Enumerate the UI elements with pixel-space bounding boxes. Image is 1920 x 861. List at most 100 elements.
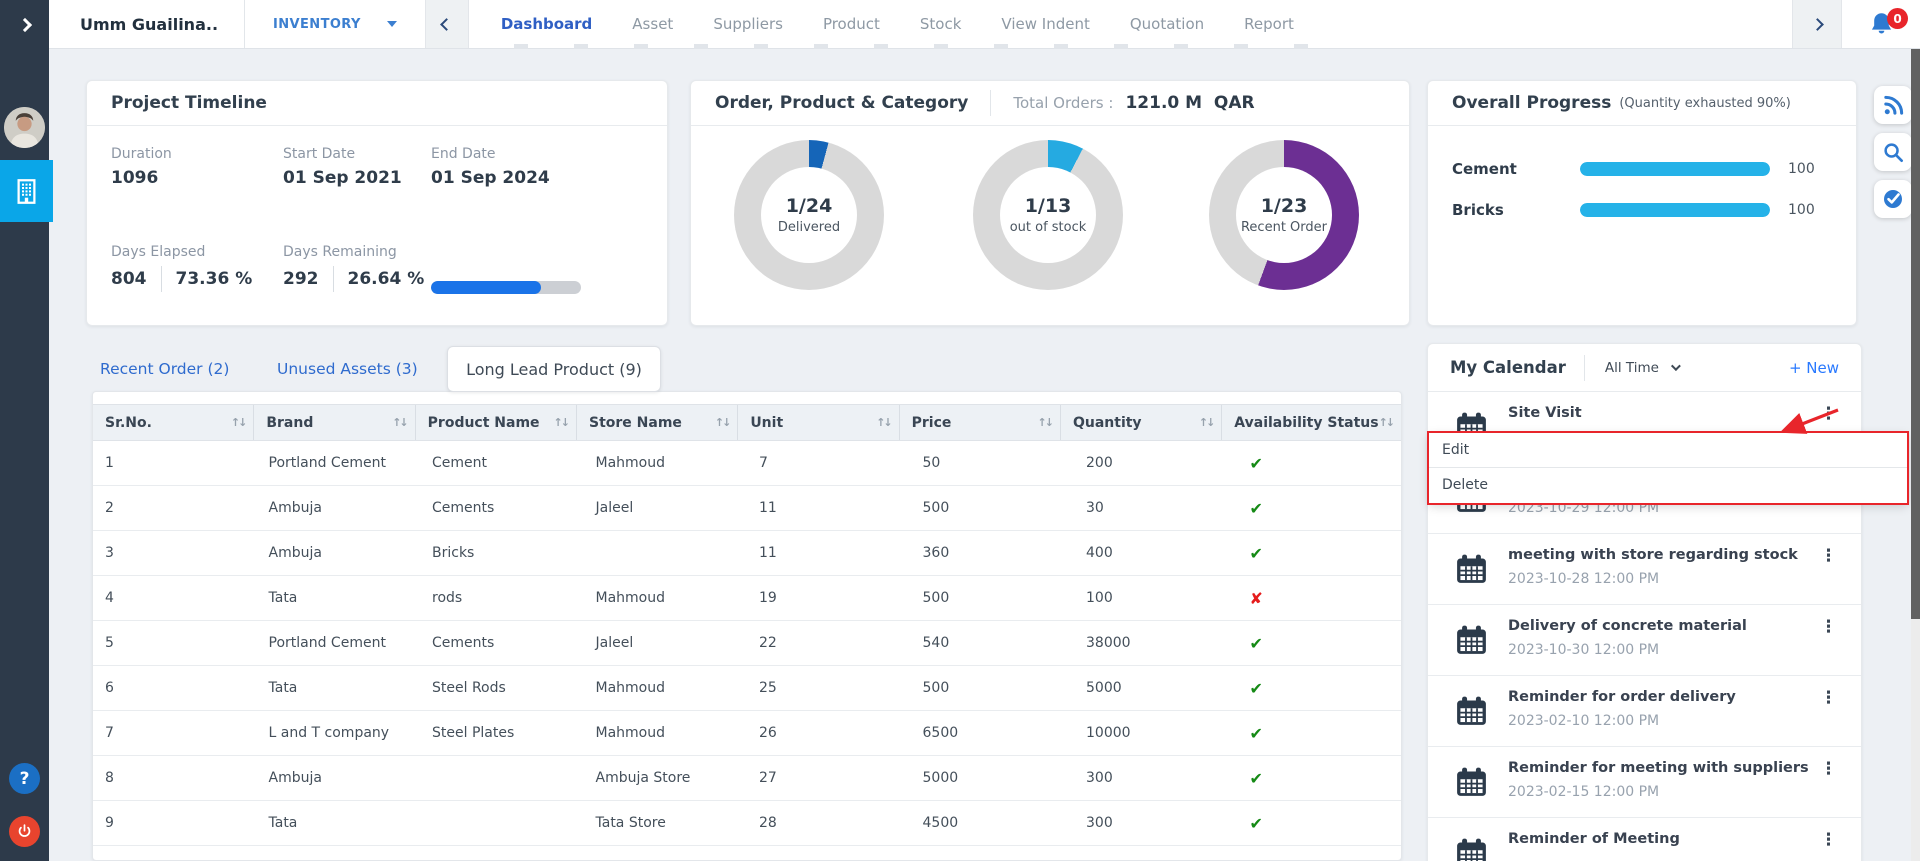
column-header-sr-no-[interactable]: Sr.No. ↑↓ (93, 405, 255, 440)
nav-item-stock[interactable]: Stock (919, 15, 962, 33)
cell-availability: ✔ (1238, 801, 1402, 845)
sidebar-item-inventory-module[interactable] (0, 160, 53, 222)
column-header-price[interactable]: Price ↑↓ (900, 405, 1061, 440)
sort-icon[interactable]: ↑↓ (1037, 416, 1055, 429)
sort-icon[interactable]: ↑↓ (714, 416, 732, 429)
table-row[interactable]: 1 Portland Cement Cement Mahmoud 7 50 200 ✔ (93, 441, 1401, 486)
cell-brand: Portland Cement (268, 635, 386, 651)
column-header-quantity[interactable]: Quantity ↑↓ (1061, 405, 1223, 440)
avatar[interactable] (4, 107, 45, 148)
event-kebab-menu[interactable]: ⋮ (1820, 688, 1837, 708)
module-dropdown[interactable]: INVENTORY (245, 0, 425, 48)
event-kebab-menu[interactable]: ⋮ (1820, 617, 1837, 637)
quick-actions (1874, 86, 1912, 218)
card-header: Overall Progress (Quantity exhausted 90%… (1428, 81, 1856, 126)
cell-price: 360 (922, 545, 950, 561)
column-header-unit[interactable]: Unit ↑↓ (738, 405, 900, 440)
cell-sr: 2 (105, 500, 114, 516)
feeds-button[interactable] (1874, 86, 1912, 124)
cell-brand: Tata (268, 590, 298, 606)
field-percent: 26.64 % (347, 269, 425, 289)
table-row[interactable]: 5 Portland Cement Cements Jaleel 22 540 38000 ✔ (93, 621, 1401, 666)
chevron-right-icon (1810, 17, 1824, 31)
column-label: Price (911, 414, 952, 431)
table-row[interactable]: 2 Ambuja Cements Jaleel 11 500 30 ✔ (93, 486, 1401, 531)
table-row[interactable]: 9 Tata Tata Store 28 4500 300 ✔ (93, 801, 1401, 846)
sort-icon[interactable]: ↑↓ (1198, 416, 1216, 429)
context-menu-item-edit[interactable]: Edit (1429, 433, 1907, 468)
cell-store: Mahmoud (595, 680, 666, 696)
help-button[interactable]: ? (9, 763, 40, 794)
table-row[interactable]: 6 Tata Steel Rods Mahmoud 25 500 5000 ✔ (93, 666, 1401, 711)
nav-item-suppliers[interactable]: Suppliers (713, 15, 783, 33)
tab-long-lead-product[interactable]: Long Lead Product (9) (447, 346, 661, 392)
nav-item-asset[interactable]: Asset (632, 15, 674, 33)
tab-unused-assets[interactable]: Unused Assets (3) (277, 360, 418, 378)
question-icon: ? (19, 768, 30, 789)
sort-icon[interactable]: ↑↓ (876, 416, 893, 429)
sort-icon[interactable]: ↑↓ (230, 416, 248, 429)
nav-forward-button[interactable] (1792, 0, 1842, 48)
tab-recent-order[interactable]: Recent Order (2) (100, 360, 230, 378)
column-header-store-name[interactable]: Store Name ↑↓ (577, 405, 739, 440)
notifications-button[interactable]: 0 (1842, 0, 1920, 48)
event-date: 2023-02-15 12:00 PM (1508, 784, 1660, 800)
cell-price: 5000 (922, 770, 959, 786)
project-name[interactable]: Umm Guailina.. (80, 14, 219, 34)
top-header: Umm Guailina.. INVENTORY Dashboard Asset S… (49, 0, 1920, 49)
progress-fill (1580, 162, 1770, 176)
nav-item-quotation[interactable]: Quotation (1129, 15, 1205, 33)
table-row[interactable]: 7 L and T company Steel Plates Mahmoud 26 650… (93, 711, 1401, 756)
cell-unit: 28 (759, 815, 777, 831)
nav-item-dashboard[interactable]: Dashboard (500, 15, 593, 33)
donut-label: out of stock (1009, 220, 1087, 235)
nav-item-report[interactable]: Report (1244, 15, 1294, 33)
event-kebab-menu[interactable]: ⋮ (1820, 759, 1837, 779)
cell-store: Mahmoud (595, 725, 666, 741)
new-event-button[interactable]: + New (1788, 358, 1839, 377)
subtab-stub (694, 44, 708, 49)
cell-brand: Ambuja (268, 545, 322, 561)
table-row[interactable]: 4 Tata rods Mahmoud 19 500 100 ✘ (93, 576, 1401, 621)
column-header-product-name[interactable]: Product Name ↑↓ (416, 405, 577, 440)
page-scrollbar-thumb[interactable] (1911, 49, 1920, 619)
event-kebab-menu[interactable]: ⋮ (1820, 546, 1837, 566)
sort-icon[interactable]: ↑↓ (553, 416, 571, 429)
calendar-filter-dropdown[interactable]: All Time (1605, 360, 1681, 376)
event-kebab-menu[interactable]: ⋮ (1820, 830, 1837, 850)
nav-item-product[interactable]: Product (822, 15, 880, 33)
table-row[interactable]: 3 Ambuja Bricks 11 360 400 ✔ (93, 531, 1401, 576)
cell-unit: 19 (759, 590, 777, 606)
cell-product: Bricks (432, 545, 475, 561)
cell-sr: 4 (105, 590, 114, 606)
cell-product: Steel Plates (432, 725, 515, 741)
duration-field: Duration 1096 (111, 146, 172, 188)
page-scrollbar[interactable] (1911, 49, 1920, 861)
progress-track (1580, 162, 1770, 176)
total-orders: Total Orders : 121.0 M QAR (990, 90, 1255, 116)
nav-back-button[interactable] (424, 0, 469, 48)
subtab-stub (1294, 44, 1308, 49)
table-row[interactable]: 8 Ambuja Ambuja Store 27 5000 300 ✔ (93, 756, 1401, 801)
search-button[interactable] (1874, 133, 1912, 171)
logout-button[interactable] (9, 816, 40, 847)
sidebar-toggle-button[interactable] (0, 0, 49, 49)
sort-icon[interactable]: ↑↓ (392, 416, 409, 429)
cell-brand: Tata (268, 680, 298, 696)
cell-brand: L and T company (268, 725, 390, 741)
column-header-brand[interactable]: Brand ↑↓ (254, 405, 416, 440)
nav-item-view-indent[interactable]: View Indent (1001, 15, 1090, 33)
sort-icon[interactable]: ↑↓ (1378, 416, 1396, 429)
donut-chart-delivered: 1/24 Delivered (734, 140, 884, 290)
tasks-button[interactable] (1874, 180, 1912, 218)
context-menu-item-delete[interactable]: Delete (1442, 477, 1488, 493)
progress-label: Cement (1452, 160, 1517, 178)
cell-price: 500 (922, 590, 950, 606)
cell-quantity: 10000 (1086, 725, 1131, 741)
cell-store: Jaleel (595, 500, 634, 516)
cell-product: Cements (432, 500, 495, 516)
calendar-icon (1456, 838, 1487, 861)
column-header-availability-status[interactable]: Availability Status ↑↓ (1222, 405, 1401, 440)
cell-brand: Ambuja (268, 770, 322, 786)
cell-sr: 9 (105, 815, 114, 831)
